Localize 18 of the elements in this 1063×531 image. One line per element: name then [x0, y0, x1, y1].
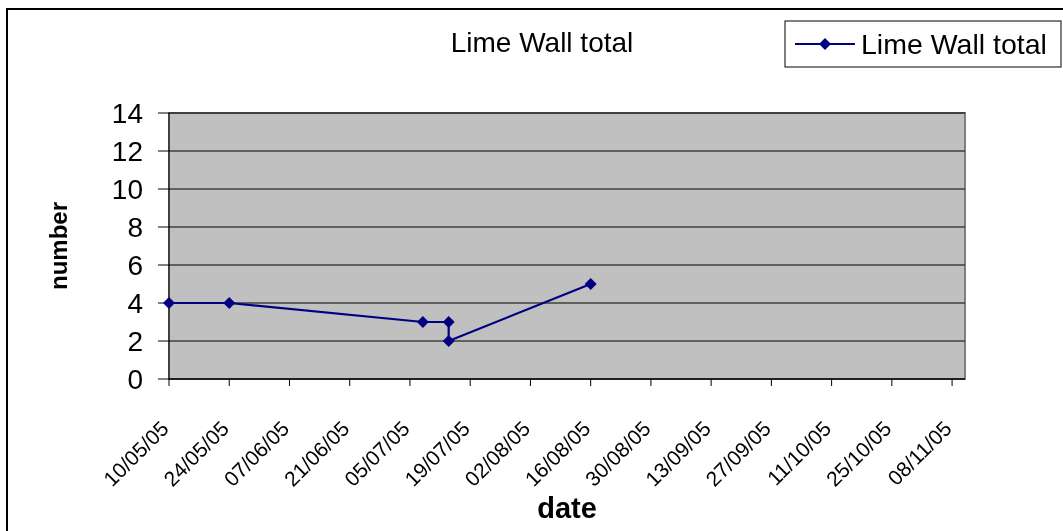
point — [223, 297, 236, 309]
point — [442, 316, 455, 328]
y-tick-label: 0 — [127, 363, 143, 395]
y-tick-label: 14 — [111, 97, 143, 129]
y-axis-title: number — [45, 201, 72, 291]
y-tick-label: 12 — [111, 135, 143, 167]
chart-title: Lime Wall total — [450, 27, 634, 58]
point — [584, 278, 597, 290]
x-axis-title: date — [537, 492, 597, 524]
y-tick-label: 4 — [127, 287, 143, 319]
y-tick-label: 6 — [127, 249, 143, 281]
point — [416, 316, 429, 328]
y-tick-label: 2 — [127, 325, 143, 357]
point — [163, 297, 175, 309]
point — [442, 335, 455, 347]
legend-label: Lime Wall total — [861, 27, 1047, 60]
y-tick-label: 10 — [111, 173, 143, 205]
y-tick-label: 8 — [127, 211, 143, 243]
